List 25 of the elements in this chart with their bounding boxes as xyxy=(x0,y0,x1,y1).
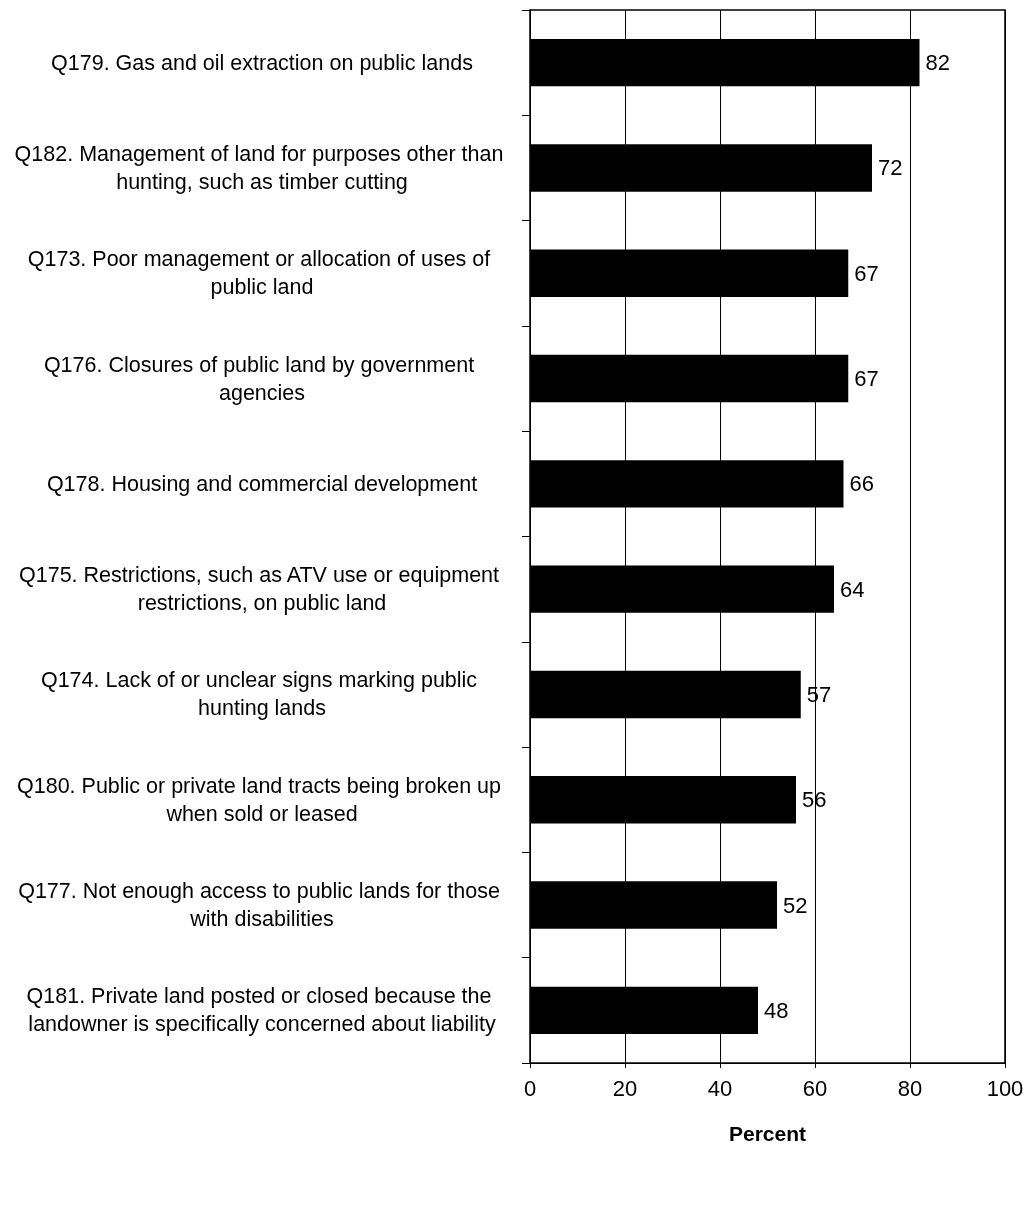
y-tick-label: Q182. Management of land for purposes other than hunting, such as timber cutting xyxy=(14,141,510,194)
data-label: 67 xyxy=(854,366,879,392)
data-label: 72 xyxy=(878,155,903,181)
x-tick-label: 40 xyxy=(707,1075,733,1101)
y-tick-label: Q178. Housing and commercial development xyxy=(46,471,478,496)
data-label: 48 xyxy=(764,997,789,1023)
x-tick-label: 60 xyxy=(802,1075,828,1101)
x-tick-label: 80 xyxy=(897,1075,923,1101)
data-label: 52 xyxy=(783,892,808,918)
y-tick-label: Q176. Closures of public land by government agencies xyxy=(43,352,481,405)
x-tick-label: 20 xyxy=(612,1075,638,1101)
y-tick-label: Q177. Not enough access to public lands for those with disabilities xyxy=(18,879,506,932)
x-tick-label: 100 xyxy=(986,1075,1024,1101)
y-tick-label: Q181. Private land posted or closed because the landowner is specifically concerned about liability xyxy=(26,984,498,1037)
y-tick-label: Q175. Restrictions, such as ATV use or equipment restrictions, on public land xyxy=(19,563,505,616)
y-tick-label: Q174. Lack of or unclear signs marking public hunting lands xyxy=(40,668,484,721)
x-axis-title: Percent xyxy=(728,1122,807,1145)
data-label: 82 xyxy=(925,50,950,76)
x-tick-label: 0 xyxy=(523,1075,537,1101)
data-label: 67 xyxy=(854,260,879,286)
data-label: 64 xyxy=(840,576,865,602)
y-tick-label: Q180. Public or private land tracts being broken up when sold or leased xyxy=(16,773,508,826)
y-tick-label: Q173. Poor management or allocation of uses of public land xyxy=(27,247,497,300)
y-tick-label: Q179. Gas and oil extraction on public lands xyxy=(51,50,473,75)
data-label: 66 xyxy=(849,471,874,497)
